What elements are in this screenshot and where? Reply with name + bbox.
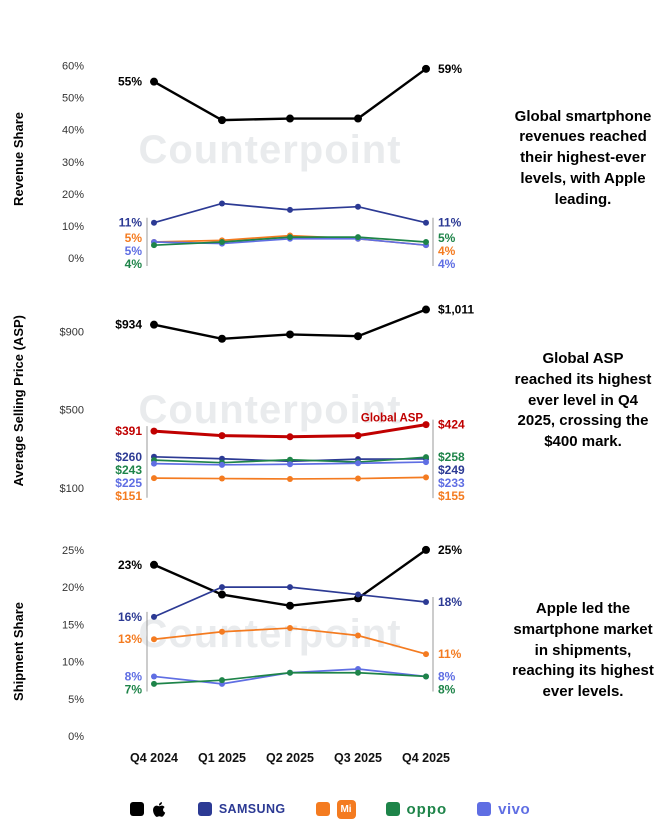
svg-text:8%: 8%	[438, 682, 456, 696]
y-axis-title-revenue-share: Revenue Share	[10, 111, 26, 206]
y-axis-title-shipment-share: Shipment Share	[10, 601, 26, 701]
svg-text:$249: $249	[438, 463, 465, 477]
legend-item-apple	[129, 800, 168, 819]
svg-text:10%: 10%	[62, 221, 84, 233]
svg-text:5%: 5%	[438, 231, 456, 245]
annotation-shipments: Apple led the smartphone market in shipm…	[512, 600, 654, 701]
shipment-share-chart: 0%5%10%15%20%25%23%16%13%8%7%25%18%11%8%…	[62, 543, 462, 765]
svg-text:8%: 8%	[438, 669, 456, 683]
svg-text:20%: 20%	[62, 582, 84, 594]
svg-text:$934: $934	[115, 318, 142, 332]
svg-text:10%: 10%	[62, 657, 84, 669]
svg-text:0%: 0%	[68, 253, 84, 265]
svg-text:Q3 2025: Q3 2025	[334, 751, 382, 765]
legend-item-xiaomi: Mi	[315, 799, 356, 819]
legend-label-vivo: vivo	[498, 800, 531, 818]
svg-text:$151: $151	[115, 489, 142, 503]
svg-text:$500: $500	[60, 405, 84, 417]
oppo-swatch	[385, 802, 400, 816]
legend: SAMSUNG Mi oppo vivo	[0, 789, 660, 829]
svg-text:$424: $424	[438, 418, 465, 432]
revenue-share-chart: 0%10%20%30%40%50%60%55%11%5%5%4%59%11%5%…	[62, 61, 462, 271]
svg-text:23%: 23%	[118, 558, 142, 572]
svg-text:50%: 50%	[62, 93, 84, 105]
svg-text:0%: 0%	[68, 731, 84, 743]
svg-text:Global ASP: Global ASP	[361, 413, 424, 425]
annotation-asp: Global ASP reached its highest ever leve…	[514, 350, 652, 451]
svg-text:$260: $260	[115, 450, 142, 464]
revenue-share-annotation-col: Global smartphone revenues reached their…	[506, 36, 660, 281]
svg-text:4%: 4%	[438, 257, 456, 271]
svg-text:Q1 2025: Q1 2025	[198, 751, 246, 765]
shipment-share-section: Shipment Share 0% 5% 10% 15% 20% 25% 23% 16% 13%…	[0, 521, 660, 781]
svg-text:5%: 5%	[125, 231, 143, 245]
legend-item-samsung: SAMSUNG	[197, 802, 286, 816]
revenue-share-chart-col: 0% 10% 20% 30% 40% 50% 60% 55% 11% 5% 5% 4% 59% 11% 5%…	[36, 36, 506, 281]
svg-text:$258: $258	[438, 450, 465, 464]
xiaomi-swatch	[315, 802, 330, 816]
shipment-share-annotation-col: Apple led the smartphone market in shipm…	[506, 521, 660, 781]
svg-text:$243: $243	[115, 463, 142, 477]
svg-text:Q4 2025: Q4 2025	[402, 751, 450, 765]
revenue-share-axis-title-col: Revenue Share	[0, 36, 36, 281]
svg-text:11%: 11%	[438, 647, 462, 661]
annotation-revenue: Global smartphone revenues reached their…	[514, 107, 652, 208]
svg-text:18%: 18%	[438, 595, 462, 609]
asp-annotation-col: Global ASP reached its highest ever leve…	[506, 281, 660, 521]
svg-text:15%: 15%	[62, 619, 84, 631]
svg-text:4%: 4%	[125, 257, 143, 271]
samsung-swatch	[197, 802, 212, 816]
svg-text:60%: 60%	[62, 61, 84, 73]
svg-text:$233: $233	[438, 476, 465, 490]
svg-text:5%: 5%	[68, 694, 84, 706]
svg-text:40%: 40%	[62, 125, 84, 137]
svg-text:16%: 16%	[118, 610, 142, 624]
svg-text:25%: 25%	[438, 543, 462, 557]
svg-text:11%: 11%	[119, 216, 143, 230]
legend-label-oppo: oppo	[406, 800, 448, 818]
svg-text:$900: $900	[60, 326, 84, 338]
svg-text:7%: 7%	[125, 682, 143, 696]
svg-text:Q2 2025: Q2 2025	[266, 751, 314, 765]
asp-chart-col: $100 $500 $900 Global ASP $934 $391 $260 $243 $2…	[36, 281, 506, 521]
svg-text:$1,011: $1,011	[438, 303, 474, 317]
shipment-share-chart-col: 0% 5% 10% 15% 20% 25% 23% 16% 13% 8% 7% 25% 18% 11% 8%…	[36, 521, 506, 781]
svg-text:55%: 55%	[118, 75, 142, 89]
svg-text:5%: 5%	[125, 244, 143, 258]
svg-text:$225: $225	[115, 476, 142, 490]
y-axis-title-asp: Average Selling Price (ASP)	[10, 315, 26, 487]
shipment-share-axis-title-col: Shipment Share	[0, 521, 36, 781]
vivo-swatch	[477, 802, 492, 816]
revenue-share-section: Revenue Share 0% 10% 20% 30% 40% 50% 60% 55% 11%…	[0, 36, 660, 281]
svg-text:25%: 25%	[62, 545, 84, 557]
svg-text:8%: 8%	[125, 669, 143, 683]
svg-text:13%: 13%	[118, 632, 142, 646]
asp-section: Average Selling Price (ASP) $100 $500 $900…	[0, 281, 660, 521]
charts-container: Revenue Share 0% 10% 20% 30% 40% 50% 60% 55% 11%…	[0, 36, 660, 781]
apple-swatch	[129, 802, 144, 816]
svg-text:11%: 11%	[438, 216, 462, 230]
svg-text:59%: 59%	[438, 62, 462, 76]
svg-text:Q4 2024: Q4 2024	[130, 751, 178, 765]
legend-item-vivo: vivo	[477, 801, 530, 818]
svg-text:$391: $391	[115, 424, 142, 438]
asp-axis-title-col: Average Selling Price (ASP)	[0, 281, 36, 521]
legend-label-samsung: SAMSUNG	[218, 802, 286, 816]
svg-text:$100: $100	[60, 483, 84, 495]
apple-logo-icon	[152, 801, 166, 817]
svg-text:4%: 4%	[438, 244, 456, 258]
svg-text:$155: $155	[438, 489, 465, 503]
svg-text:30%: 30%	[62, 157, 84, 169]
legend-item-oppo: oppo	[385, 800, 448, 818]
xiaomi-logo: Mi	[336, 799, 356, 819]
svg-text:20%: 20%	[62, 189, 84, 201]
